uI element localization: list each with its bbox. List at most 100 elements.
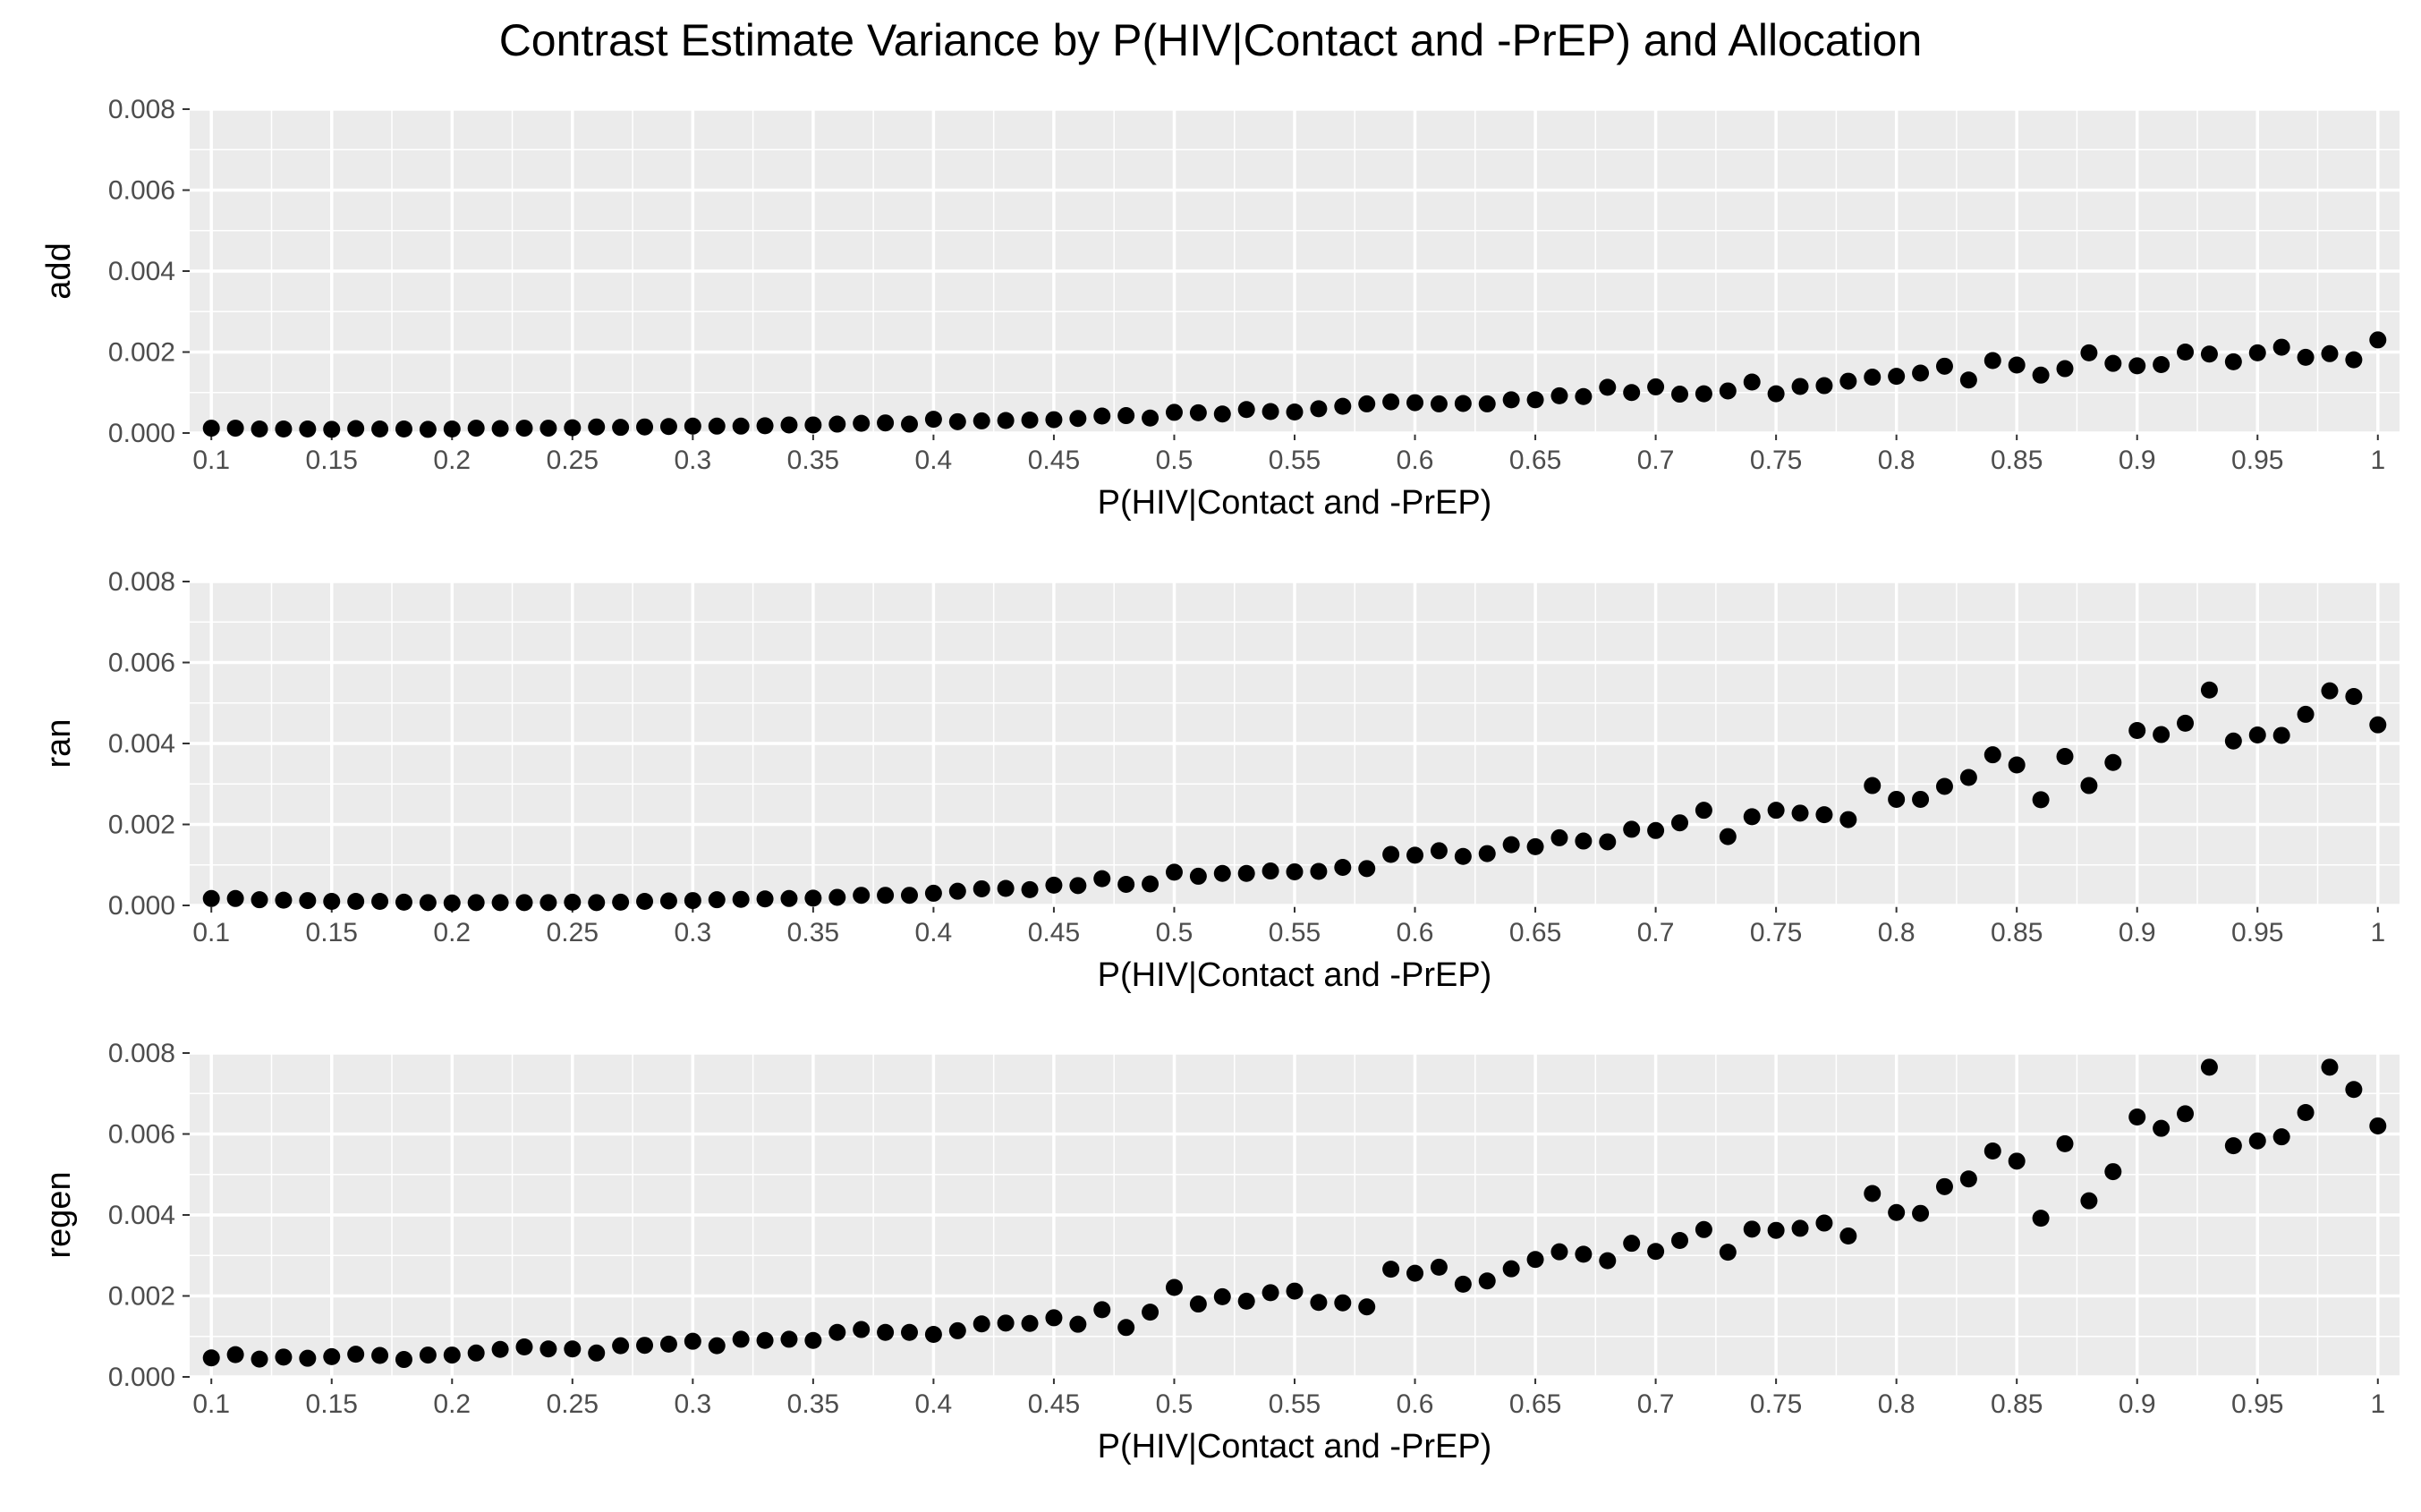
data-point [395,1351,412,1369]
data-point [443,420,461,437]
data-point [2128,357,2146,375]
data-point [1237,1292,1255,1310]
data-point [1743,1220,1761,1238]
data-point [1984,352,2001,370]
y-axis-title: add [40,242,78,299]
data-point [1045,411,1063,429]
x-tick-label: 0.55 [1269,918,1321,947]
data-point [1671,386,1689,403]
data-point [299,892,317,910]
x-tick-label: 0.45 [1028,918,1080,947]
data-point [1165,403,1183,421]
y-tick-label: 0.008 [108,567,175,597]
data-point [1261,862,1279,880]
data-point [1382,1261,1400,1278]
data-point [900,1323,918,1341]
data-point [2008,756,2026,774]
data-point [1575,387,1593,405]
x-tick-label: 0.8 [1878,918,1916,947]
data-point [997,1314,1015,1332]
data-point [1623,820,1641,838]
data-point [467,894,485,912]
data-point [612,1337,630,1355]
data-point [1142,875,1160,893]
data-point [467,1344,485,1362]
data-point [1912,364,1930,382]
data-point [1478,395,1496,412]
data-point [780,416,798,434]
x-tick-label: 0.55 [1269,1389,1321,1419]
data-point [973,412,990,429]
data-point [1454,1275,1472,1293]
data-point [948,882,966,900]
data-point [1864,777,1882,794]
data-point [659,892,677,910]
data-point [2224,732,2242,750]
x-axis-title: P(HIV|Contact and -PrEP) [1098,1428,1492,1465]
data-point [1743,808,1761,826]
data-point [515,420,533,437]
data-point [853,414,871,432]
data-point [1117,407,1135,425]
data-point [491,894,509,912]
data-point [419,894,437,912]
x-tick-label: 0.65 [1509,1389,1561,1419]
data-point [1237,864,1255,882]
data-point [588,894,606,912]
x-tick-label: 0.25 [547,918,599,947]
x-tick-label: 0.55 [1269,446,1321,475]
data-point [1695,385,1712,403]
data-point [1045,876,1063,894]
data-point [2032,366,2050,384]
y-tick-label: 0.004 [108,257,175,286]
data-point [1550,828,1568,846]
x-tick-label: 0.25 [547,446,599,475]
data-point [1888,790,1906,808]
data-point [1959,1170,1977,1188]
data-point [1430,395,1448,412]
data-point [2369,716,2387,734]
data-point [636,418,654,436]
data-point [1093,1301,1111,1319]
data-point [756,890,774,908]
data-point [1888,368,1906,386]
data-point [1117,875,1135,893]
data-point [2153,356,2170,374]
x-tick-label: 0.15 [306,1389,358,1419]
data-point [564,419,582,437]
facet-panels: 0.1 0.15 0.2 0.25 0.3 0.35 0.4 0.45 0.5 0.55 0.6 0.… [40,95,2400,1465]
data-point [1959,371,1977,389]
data-point [1743,373,1761,391]
data-point [636,892,654,910]
x-tick-label: 0.85 [1991,918,2043,947]
data-point [564,893,582,911]
x-tick-label: 0.6 [1397,918,1434,947]
data-point [1695,802,1712,820]
data-point [1815,1214,1833,1232]
data-point [1165,1278,1183,1296]
data-point [828,415,846,433]
data-point [612,419,630,437]
data-point [877,1323,895,1341]
x-tick-label: 0.4 [915,446,953,475]
data-point [612,893,630,911]
data-point [1430,1258,1448,1276]
data-point [2200,345,2218,363]
x-tick-label: 0.7 [1637,1389,1675,1419]
data-point [371,1346,389,1364]
data-point [564,1340,582,1358]
y-axis-title: regen [40,1171,78,1258]
data-point [1406,846,1424,864]
data-point [1213,1287,1231,1305]
data-point [997,412,1015,429]
data-point [1864,369,1882,386]
x-tick-label: 0.7 [1637,446,1675,475]
data-point [1310,862,1328,880]
y-tick-label: 0.006 [108,1120,175,1150]
data-point [419,1346,437,1364]
data-point [1093,870,1111,888]
data-point [1237,401,1255,419]
data-point [1575,1245,1593,1263]
data-point [371,892,389,910]
data-point [1526,1251,1544,1269]
